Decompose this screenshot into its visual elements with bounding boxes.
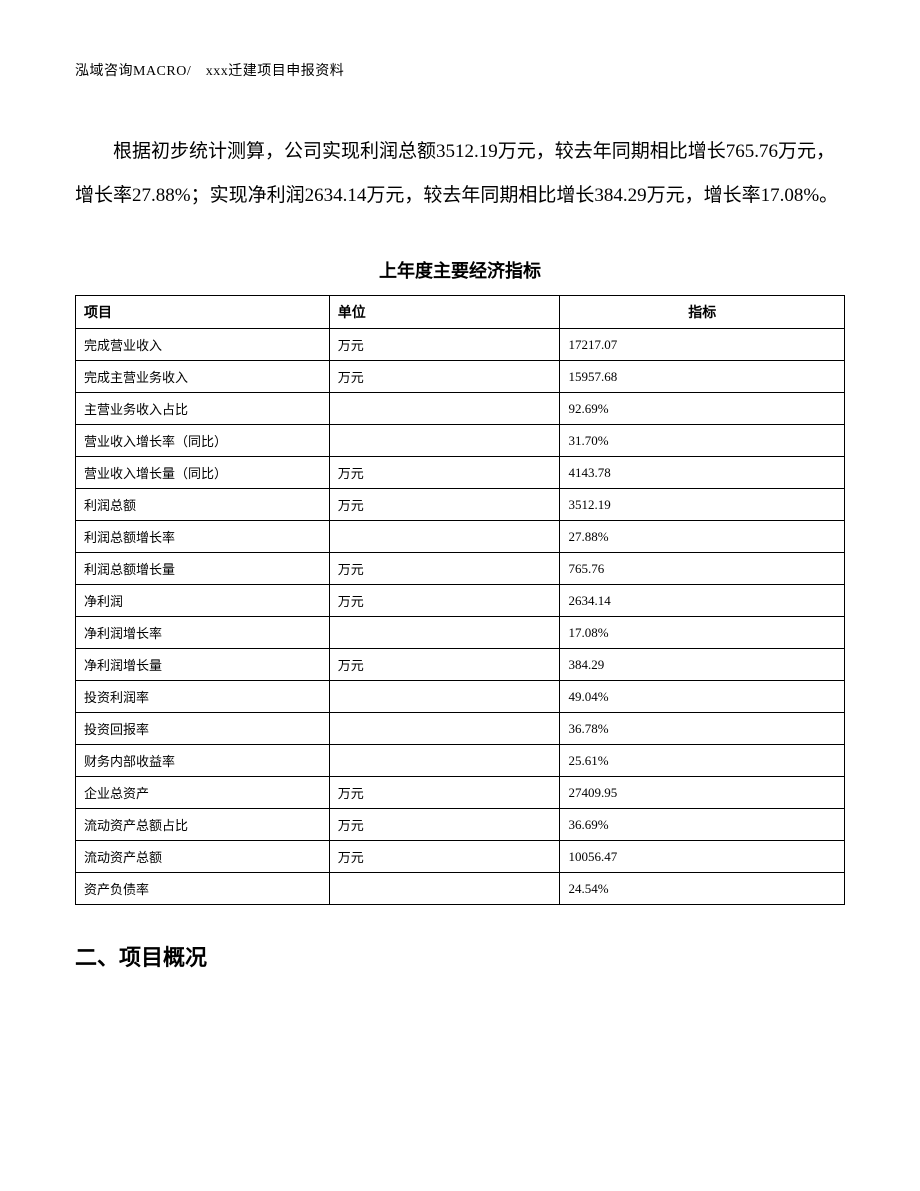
cell-value: 4143.78 [560,457,845,489]
cell-unit [329,681,560,713]
cell-unit [329,713,560,745]
cell-value: 31.70% [560,425,845,457]
cell-value: 10056.47 [560,841,845,873]
cell-unit: 万元 [329,489,560,521]
cell-unit [329,393,560,425]
cell-unit: 万元 [329,585,560,617]
table-row: 投资利润率 49.04% [76,681,845,713]
cell-value: 25.61% [560,745,845,777]
table-row: 流动资产总额占比万元36.69% [76,809,845,841]
table-row: 投资回报率 36.78% [76,713,845,745]
cell-project: 流动资产总额 [76,841,330,873]
cell-value: 36.78% [560,713,845,745]
cell-project: 投资利润率 [76,681,330,713]
table-header-row: 项目 单位 指标 [76,296,845,329]
cell-project: 净利润增长量 [76,649,330,681]
cell-project: 利润总额增长率 [76,521,330,553]
cell-project: 企业总资产 [76,777,330,809]
cell-project: 完成主营业务收入 [76,361,330,393]
cell-value: 3512.19 [560,489,845,521]
cell-unit: 万元 [329,809,560,841]
cell-value: 27409.95 [560,777,845,809]
table-row: 资产负债率 24.54% [76,873,845,905]
cell-value: 384.29 [560,649,845,681]
cell-unit: 万元 [329,457,560,489]
table-row: 主营业务收入占比 92.69% [76,393,845,425]
cell-project: 流动资产总额占比 [76,809,330,841]
cell-project: 财务内部收益率 [76,745,330,777]
cell-value: 2634.14 [560,585,845,617]
table-row: 净利润万元2634.14 [76,585,845,617]
table-row: 完成主营业务收入万元15957.68 [76,361,845,393]
cell-project: 投资回报率 [76,713,330,745]
cell-unit: 万元 [329,649,560,681]
cell-project: 净利润 [76,585,330,617]
cell-project: 净利润增长率 [76,617,330,649]
cell-project: 营业收入增长量（同比） [76,457,330,489]
table-row: 净利润增长率 17.08% [76,617,845,649]
section-heading: 二、项目概况 [75,940,845,972]
table-row: 净利润增长量万元384.29 [76,649,845,681]
cell-value: 765.76 [560,553,845,585]
cell-project: 主营业务收入占比 [76,393,330,425]
page-header: 泓域咨询MACRO/ xxx迁建项目申报资料 [75,60,845,80]
table-row: 营业收入增长量（同比）万元4143.78 [76,457,845,489]
cell-unit [329,521,560,553]
cell-unit [329,617,560,649]
cell-unit [329,745,560,777]
table-row: 利润总额万元3512.19 [76,489,845,521]
cell-project: 利润总额 [76,489,330,521]
cell-value: 27.88% [560,521,845,553]
body-paragraph: 根据初步统计测算，公司实现利润总额3512.19万元，较去年同期相比增长765.… [75,130,845,217]
cell-value: 24.54% [560,873,845,905]
economic-indicators-table: 项目 单位 指标 完成营业收入万元17217.07完成主营业务收入万元15957… [75,295,845,905]
cell-value: 49.04% [560,681,845,713]
cell-unit: 万元 [329,361,560,393]
table-row: 企业总资产万元27409.95 [76,777,845,809]
cell-unit: 万元 [329,841,560,873]
table-row: 完成营业收入万元17217.07 [76,329,845,361]
cell-project: 利润总额增长量 [76,553,330,585]
cell-value: 36.69% [560,809,845,841]
cell-value: 15957.68 [560,361,845,393]
table-row: 流动资产总额万元10056.47 [76,841,845,873]
cell-unit: 万元 [329,553,560,585]
cell-value: 92.69% [560,393,845,425]
column-header-unit: 单位 [329,296,560,329]
cell-project: 资产负债率 [76,873,330,905]
column-header-value: 指标 [560,296,845,329]
cell-unit [329,873,560,905]
column-header-project: 项目 [76,296,330,329]
cell-unit: 万元 [329,777,560,809]
table-body: 完成营业收入万元17217.07完成主营业务收入万元15957.68主营业务收入… [76,329,845,905]
cell-unit [329,425,560,457]
table-row: 财务内部收益率 25.61% [76,745,845,777]
table-row: 营业收入增长率（同比） 31.70% [76,425,845,457]
cell-value: 17.08% [560,617,845,649]
cell-unit: 万元 [329,329,560,361]
cell-value: 17217.07 [560,329,845,361]
table-row: 利润总额增长量万元765.76 [76,553,845,585]
cell-project: 营业收入增长率（同比） [76,425,330,457]
cell-project: 完成营业收入 [76,329,330,361]
table-row: 利润总额增长率 27.88% [76,521,845,553]
table-title: 上年度主要经济指标 [75,257,845,283]
